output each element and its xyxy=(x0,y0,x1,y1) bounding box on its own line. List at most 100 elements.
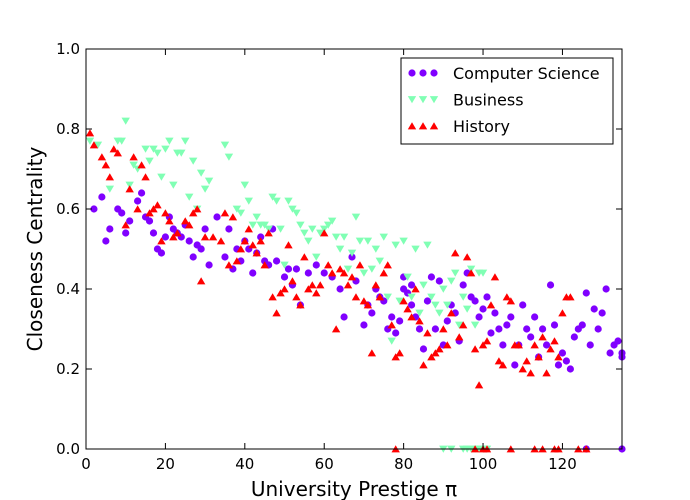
data-point xyxy=(447,309,456,317)
data-point xyxy=(336,285,344,293)
legend-marker xyxy=(407,122,417,130)
data-point xyxy=(161,145,170,153)
data-point xyxy=(232,257,242,265)
data-point xyxy=(232,205,242,213)
data-point xyxy=(339,233,349,241)
data-point xyxy=(387,321,396,329)
data-point xyxy=(122,229,130,237)
legend-label: History xyxy=(453,117,510,136)
data-point xyxy=(399,297,408,305)
data-point xyxy=(459,281,467,289)
data-point xyxy=(137,189,146,197)
legend-entry: Computer Science xyxy=(408,64,600,83)
data-point xyxy=(280,261,289,269)
data-point xyxy=(546,281,555,289)
data-point xyxy=(439,325,448,333)
data-point xyxy=(455,321,464,329)
data-point xyxy=(205,261,213,269)
data-point xyxy=(213,213,221,221)
data-point xyxy=(435,345,444,353)
data-point xyxy=(117,137,126,145)
data-point xyxy=(447,277,456,285)
legend-marker xyxy=(429,96,439,104)
x-tick-label: 80 xyxy=(394,455,413,473)
data-point xyxy=(507,313,515,321)
data-point xyxy=(351,213,361,221)
data-point xyxy=(280,285,289,293)
data-point xyxy=(423,241,432,249)
data-point xyxy=(145,209,154,217)
data-point xyxy=(300,253,309,261)
data-point xyxy=(153,149,162,157)
data-point xyxy=(594,325,602,333)
data-point xyxy=(323,261,333,269)
legend-marker xyxy=(430,69,438,77)
data-point xyxy=(435,277,443,285)
data-point xyxy=(335,265,345,273)
data-point xyxy=(97,153,107,161)
data-point xyxy=(196,169,206,177)
data-point xyxy=(157,249,166,257)
data-point xyxy=(149,229,158,237)
data-point xyxy=(538,325,547,333)
data-point xyxy=(197,245,205,253)
legend-marker xyxy=(418,96,428,104)
data-point xyxy=(284,197,293,205)
data-point xyxy=(312,253,321,261)
data-point xyxy=(220,209,230,217)
data-point xyxy=(165,137,174,145)
data-point xyxy=(407,301,416,309)
x-tick-label: 20 xyxy=(156,455,175,473)
data-point xyxy=(101,161,111,169)
data-point xyxy=(387,337,396,345)
x-tick-label: 60 xyxy=(315,455,334,473)
y-axis-title: Closeness Centrality xyxy=(23,146,47,351)
data-point xyxy=(371,245,381,253)
data-point xyxy=(455,333,464,341)
data-point xyxy=(355,261,365,269)
data-point xyxy=(443,341,452,349)
data-point xyxy=(534,353,543,361)
data-point xyxy=(105,173,115,181)
data-point xyxy=(157,173,166,181)
data-points xyxy=(85,117,626,453)
data-point xyxy=(355,237,365,245)
data-point xyxy=(470,345,480,353)
data-point xyxy=(272,309,281,317)
data-point xyxy=(106,225,114,233)
data-point xyxy=(367,265,377,273)
data-point xyxy=(443,301,452,309)
data-point xyxy=(272,257,281,265)
data-point xyxy=(181,137,190,145)
data-point xyxy=(169,181,178,189)
data-point xyxy=(368,309,376,317)
data-point xyxy=(121,117,130,125)
data-point xyxy=(531,313,539,321)
data-point xyxy=(145,217,154,225)
x-tick-label: 100 xyxy=(469,455,498,473)
data-point xyxy=(411,285,420,293)
data-point xyxy=(526,369,535,377)
data-point xyxy=(149,205,158,213)
data-point xyxy=(530,341,539,349)
data-point xyxy=(602,285,610,293)
data-point xyxy=(348,253,356,261)
data-point xyxy=(335,245,345,253)
data-point xyxy=(395,349,404,357)
data-point xyxy=(518,365,527,373)
data-point xyxy=(292,209,301,217)
legend-entry: Business xyxy=(407,91,524,110)
data-point xyxy=(284,265,293,273)
data-point xyxy=(388,313,396,321)
data-point xyxy=(292,265,301,273)
data-point xyxy=(316,229,325,237)
data-point xyxy=(257,233,265,241)
data-point xyxy=(236,245,246,253)
data-point xyxy=(347,249,357,257)
data-point xyxy=(220,141,230,149)
data-point xyxy=(196,277,206,285)
data-point xyxy=(276,289,285,297)
data-point xyxy=(542,341,551,349)
data-point xyxy=(244,225,253,233)
